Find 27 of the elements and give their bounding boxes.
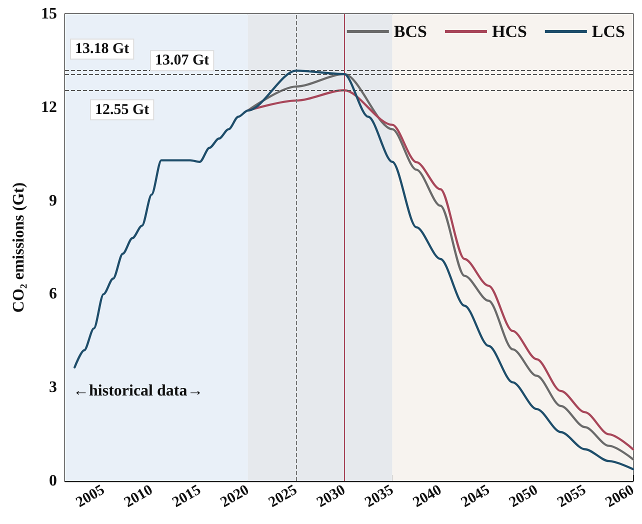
y-tick-label: 3 [49,379,57,396]
x-tick-label: 2035 [362,482,396,511]
legend-label: BCS [394,22,427,41]
line-series [74,70,634,470]
x-tick-label: 2060 [603,482,637,511]
x-tick-label: 2040 [410,482,444,511]
ref-line-label: 13.07 Gt [155,52,210,69]
x-tick-label: 2045 [458,482,493,511]
ref-line-label: 12.55 Gt [95,102,150,118]
x-tick-label: 2010 [122,482,156,511]
x-tick-label: 2030 [314,482,348,511]
x-tick-label: 2015 [170,482,204,511]
x-tick-label: 2050 [506,482,541,511]
y-tick-label: 9 [49,192,57,210]
x-tick-label: 2025 [266,482,300,511]
x-tick-label: 2020 [218,482,252,511]
y-axis-title: CO₂ emissions (Gt) [10,182,28,313]
legend-label: HCS [492,22,527,41]
x-tick-label: 2055 [554,482,589,511]
annotation: ←historical data→ [73,382,204,400]
y-tick-label: 6 [49,286,57,303]
x-tick-label: 2005 [74,482,108,511]
y-tick-label: 12 [41,98,57,116]
y-tick-label: 0 [49,472,57,490]
y-tick-label: 15 [41,6,57,22]
ref-line-label: 13.18 Gt [75,41,130,58]
legend-label: LCS [592,22,626,41]
